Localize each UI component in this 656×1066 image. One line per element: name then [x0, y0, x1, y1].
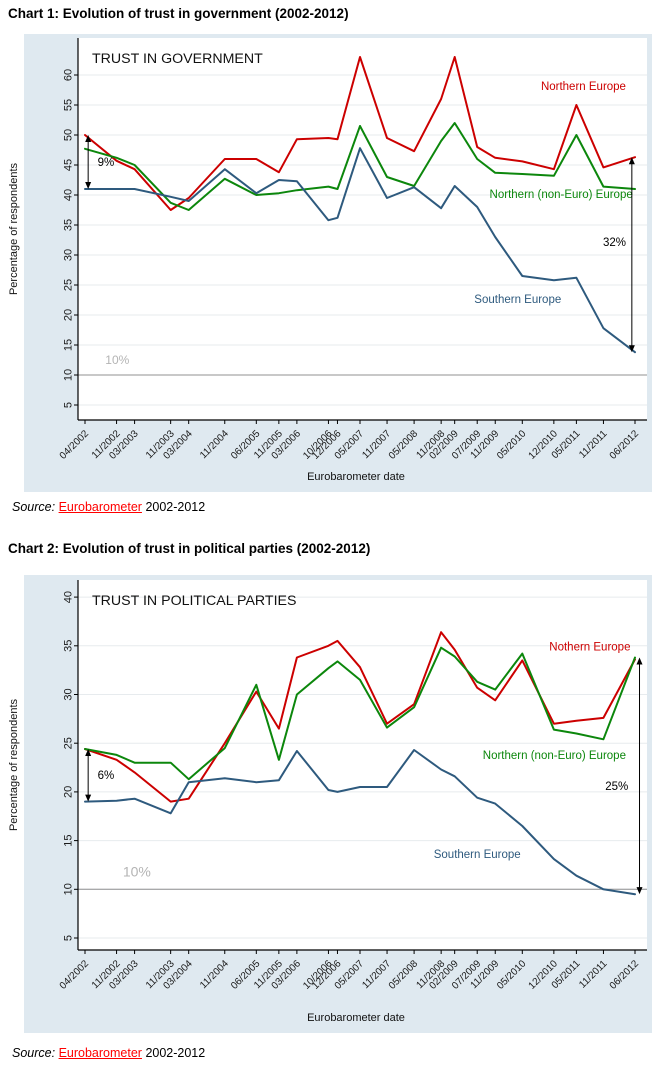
series-label: Northern (non-Euro) Europe: [483, 750, 626, 762]
y-tick-label: 5: [63, 402, 75, 408]
series-label: Northern (non-Euro) Europe: [490, 189, 633, 201]
source-suffix: 2002-2012: [145, 1046, 206, 1060]
trust-in-government-chart: 5101520253035404550556004/200211/200203/…: [8, 34, 652, 492]
y-tick-label: 25: [63, 279, 75, 291]
arrowhead-up-icon: [85, 135, 92, 142]
arrowhead-up-icon: [85, 749, 92, 757]
arrowhead-up-icon: [628, 157, 635, 165]
x-axis-title: Eurobarometer date: [307, 471, 405, 483]
y-tick-label: 50: [63, 129, 75, 141]
y-tick-label: 35: [63, 640, 75, 652]
chart2-figure: 5 10 15 20 25 30 35 40 04/2002 11/2002 03/2003 11/2…: [4, 575, 652, 1033]
chart1-source: Source: Eurobarometer 2002-2012: [12, 500, 205, 514]
y-tick-label: 20: [63, 309, 75, 321]
chart1-heading: Chart 1: Evolution of trust in governmen…: [8, 6, 349, 21]
y-tick-label: 35: [63, 219, 75, 231]
annotation-label: 32%: [603, 237, 626, 249]
plot-title: TRUST IN POLITICAL PARTIES: [92, 593, 296, 609]
y-tick-label: 25: [63, 737, 75, 749]
y-axis-title: Percentage of respondents: [8, 162, 20, 295]
series-label: Nothern Europe: [549, 642, 630, 654]
arrowhead-down-icon: [85, 794, 92, 802]
y-tick-label: 10: [63, 369, 75, 381]
source-label: Source:: [12, 1046, 56, 1060]
chart2-source: Source: Eurobarometer 2002-2012: [12, 1046, 205, 1060]
y-tick-label: 20: [63, 786, 75, 798]
y-tick-label: 30: [63, 249, 75, 261]
series-line-1: [84, 122, 636, 211]
y-tick-label: 30: [63, 688, 75, 700]
y-tick-label: 15: [63, 339, 75, 351]
arrowhead-down-icon: [636, 887, 643, 895]
plot-title: TRUST IN GOVERNMENT: [92, 51, 263, 67]
annotation-label: 6%: [98, 770, 115, 782]
y-tick-label: 10: [63, 883, 75, 895]
y-tick-label: 60: [63, 69, 75, 81]
y-tick-label: 55: [63, 99, 75, 111]
annotation-label: 9%: [98, 157, 115, 169]
y-tick-label: 40: [63, 189, 75, 201]
refline-label: 10%: [123, 864, 151, 880]
series-label: Southern Europe: [474, 294, 561, 306]
y-tick-label: 5: [63, 935, 75, 941]
y-axis-title: Percentage of respondents: [8, 698, 20, 831]
source-label: Source:: [12, 500, 56, 514]
chart1-figure: 5 10 15 20 25 30 35 40 45 50 55 60 04/2002 11/2002 03/…: [4, 34, 652, 492]
series-line-2: [84, 147, 636, 354]
eurobarometer-link[interactable]: Eurobarometer: [58, 500, 142, 514]
series-line-0: [84, 56, 636, 211]
eurobarometer-link[interactable]: Eurobarometer: [58, 1046, 142, 1060]
refline-label: 10%: [105, 353, 129, 367]
annotation-label: 25%: [605, 781, 628, 793]
arrowhead-down-icon: [85, 182, 92, 189]
y-tick-label: 40: [63, 591, 75, 603]
arrowhead-down-icon: [628, 345, 635, 353]
series-label: Northern Europe: [541, 81, 626, 93]
arrowhead-up-icon: [636, 657, 643, 665]
plot-area: [78, 38, 647, 420]
chart2-heading: Chart 2: Evolution of trust in political…: [8, 541, 371, 556]
series-label: Southern Europe: [434, 849, 521, 861]
plot-area: [78, 580, 647, 950]
y-tick-label: 15: [63, 834, 75, 846]
series-line-1: [84, 646, 636, 781]
x-axis-title: Eurobarometer date: [307, 1012, 405, 1024]
series-line-2: [84, 749, 636, 896]
y-tick-label: 45: [63, 159, 75, 171]
source-suffix: 2002-2012: [145, 500, 206, 514]
